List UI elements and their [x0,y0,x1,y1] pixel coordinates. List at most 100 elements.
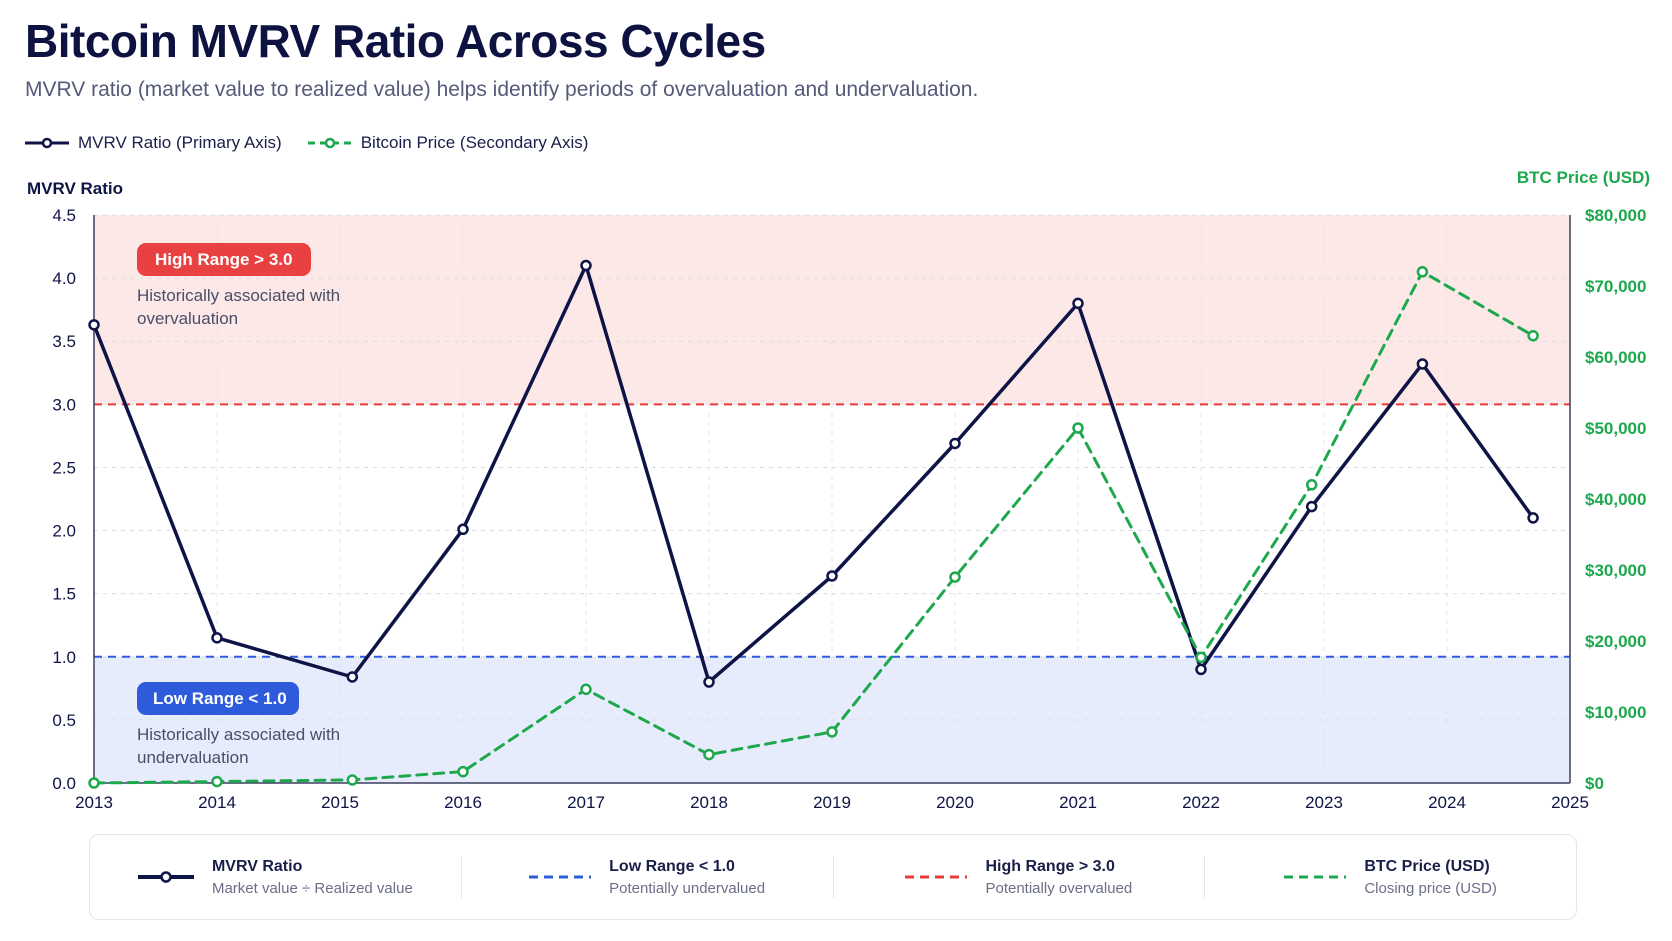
mvrv-point [949,437,961,450]
y2-tick-label: $40,000 [1585,490,1646,509]
bottom-legend-price-desc: Closing price (USD) [1364,879,1497,897]
low-range-note-line-2: undervaluation [137,748,249,767]
y-tick-label: 3.0 [52,395,76,414]
high-range-note-line-2: overvaluation [137,309,238,328]
y-tick-label: 4.5 [52,206,76,225]
high-range-badge-label: High Range > 3.0 [155,250,292,269]
x-tick-label: 2022 [1182,793,1220,812]
y2-axis-ticks: $0 $10,000 $20,000 $30,000 $40,000 $50,000 $60… [1585,206,1646,793]
y2-tick-label: $10,000 [1585,703,1646,722]
bottom-legend-high[interactable]: High Range > 3.0 Potentially overvalued [834,856,1206,898]
bottom-legend-low-desc: Potentially undervalued [609,879,766,897]
price-point [1072,422,1084,434]
price-point [346,774,359,786]
x-tick-label: 2025 [1551,793,1589,812]
high-range-note-line-1: Historically associated with [137,286,340,305]
y-tick-label: 0.0 [52,774,76,793]
mvrv-point [88,319,100,331]
price-point [580,683,592,696]
y-axis-ticks: 0.0 0.5 1.0 1.5 2.0 2.5 3.0 3.5 4.0 4.5 [52,206,76,793]
y-tick-label: 0.5 [52,711,76,730]
low-range-badge-label: Low Range < 1.0 [153,689,287,708]
bottom-legend: MVRV Ratio Market value ÷ Realized value… [89,834,1577,920]
bottom-legend-low-icon [529,875,592,879]
x-tick-label: 2015 [321,793,359,812]
mvrv-point [1527,512,1539,524]
low-range-note-line-1: Historically associated with [137,725,340,744]
bottom-legend-low[interactable]: Low Range < 1.0 Potentially undervalued [462,856,834,898]
mvrv-point [1416,358,1429,370]
mvrv-point [457,523,469,536]
high-range-band [94,215,1570,405]
y2-tick-label: $50,000 [1585,419,1646,438]
price-point [457,765,469,778]
x-tick-label: 2019 [813,793,851,812]
chart-series [88,259,1539,789]
x-tick-label: 2013 [75,793,113,812]
y2-axis-label: BTC Price (USD) [1517,168,1650,187]
y-tick-label: 3.5 [52,332,76,351]
page-title: Bitcoin MVRV Ratio Across Cycles [25,15,766,67]
low-range-badge [137,682,299,715]
mvrv-point [1305,500,1318,513]
mvrv-point [211,632,223,644]
price-point [1305,479,1318,491]
y2-tick-label: $80,000 [1585,206,1646,225]
legend-label-price: Bitcoin Price (Secondary Axis) [360,133,589,152]
mvrv-point [826,570,838,582]
bottom-legend-price[interactable]: BTC Price (USD) Closing price (USD) [1205,856,1576,898]
bottom-legend-price-name: BTC Price (USD) [1364,857,1490,875]
bottom-legend-low-name: Low Range < 1.0 [609,857,735,875]
bottom-legend-mvrv-desc: Market value ÷ Realized value [211,879,413,897]
y-tick-label: 2.0 [52,522,76,541]
legend-label-mvrv: MVRV Ratio (Primary Axis) [78,133,282,152]
x-tick-label: 2023 [1305,793,1343,812]
mvrv-point [346,671,359,683]
y-tick-label: 2.5 [52,458,76,477]
legend-item-price[interactable]: Bitcoin Price (Secondary Axis) [307,133,589,153]
y2-tick-label: $60,000 [1585,348,1646,367]
price-point [703,748,715,761]
x-tick-label: 2017 [567,793,605,812]
price-point [1416,266,1429,278]
top-legend: MVRV Ratio (Primary Axis) Bitcoin Price … [25,133,614,153]
mvrv-point [703,676,715,688]
page-subtitle: MVRV ratio (market value to realized val… [25,78,979,101]
y2-tick-label: $70,000 [1585,277,1646,296]
y-tick-label: 4.0 [52,269,76,288]
legend-line-price-icon [307,137,352,149]
y-tick-label: 1.5 [52,585,76,604]
price-point [211,775,223,788]
x-tick-label: 2016 [444,793,482,812]
x-axis-ticks: 2013 2014 2015 2016 2017 2018 2019 2020 2021 2022… [75,793,1589,812]
price-point [1527,329,1539,342]
legend-line-mvrv-icon [25,137,69,149]
bottom-legend-mvrv[interactable]: MVRV Ratio Market value ÷ Realized value [90,856,462,898]
y2-tick-label: $20,000 [1585,632,1646,651]
price-point [949,571,961,583]
bottom-legend-mvrv-icon [137,871,194,883]
y-axis-label: MVRV Ratio [27,179,123,198]
bottom-legend-mvrv-name: MVRV Ratio [211,857,303,875]
price-point [88,777,100,789]
x-tick-label: 2018 [690,793,728,812]
x-tick-label: 2024 [1428,793,1466,812]
mvrv-point [1072,297,1084,310]
y2-tick-label: $0 [1585,774,1604,793]
x-tick-label: 2021 [1059,793,1097,812]
bottom-legend-high-icon [905,875,968,879]
y-tick-label: 1.0 [52,648,76,667]
legend-item-mvrv[interactable]: MVRV Ratio (Primary Axis) [25,133,282,153]
high-range-badge [137,243,311,276]
price-point [1195,651,1207,664]
y2-tick-label: $30,000 [1585,561,1646,580]
x-tick-label: 2014 [198,793,236,812]
mvrv-point [580,259,592,272]
range-annotations: High Range > 3.0 Historically associated… [137,243,340,767]
bottom-legend-price-icon [1284,875,1347,879]
x-tick-label: 2020 [936,793,974,812]
bottom-legend-high-name: High Range > 3.0 [985,857,1115,875]
bottom-legend-high-desc: Potentially overvalued [985,879,1133,897]
mvrv-point [1195,663,1207,676]
